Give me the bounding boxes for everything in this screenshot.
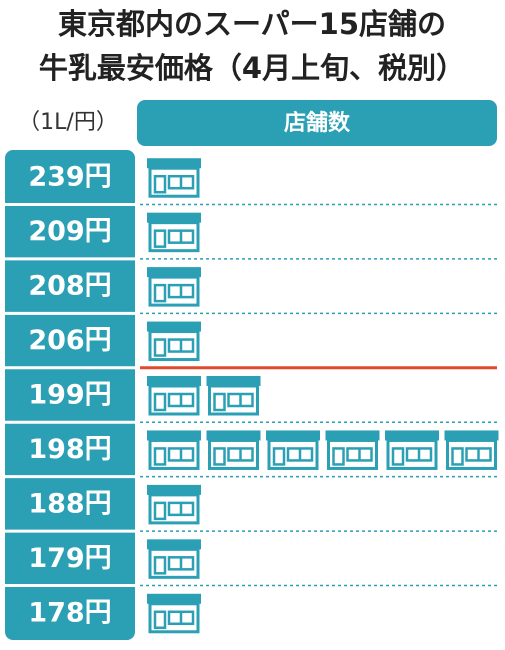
store-awning [147, 430, 201, 441]
header-bar [137, 100, 497, 146]
store-count [147, 321, 201, 362]
store-count [147, 484, 201, 525]
store-door [153, 338, 167, 357]
store-body [148, 547, 200, 579]
label-column [5, 150, 135, 640]
category-label: 199円 [28, 380, 111, 411]
store-door [272, 447, 286, 466]
store-awning [206, 430, 261, 441]
category-label: 178円 [28, 597, 111, 628]
store-awning [147, 593, 201, 604]
category-label: 239円 [28, 162, 111, 193]
category-label: 208円 [28, 271, 111, 302]
category-label: 179円 [28, 543, 111, 574]
store-awning [147, 158, 201, 169]
store-awning [266, 430, 320, 441]
category-label: 209円 [28, 216, 111, 247]
store-count [147, 376, 261, 416]
store-door [332, 447, 345, 466]
store-door [153, 501, 167, 521]
store-door [451, 447, 464, 466]
store-body [386, 438, 438, 470]
store-awning [147, 376, 201, 386]
store-awning [444, 430, 499, 441]
store-awning [147, 539, 201, 550]
store-count [147, 158, 201, 198]
store-body [148, 602, 200, 634]
store-awning [206, 376, 261, 386]
store-door [153, 392, 167, 412]
store-count [147, 593, 201, 634]
store-count [147, 212, 201, 253]
unit-label: （1L/円） [18, 110, 118, 135]
store-door [391, 447, 405, 466]
store-door [153, 610, 167, 630]
store-count [147, 430, 499, 470]
chart-title: 東京都内のスーパー15店舗の [58, 7, 446, 41]
store-door [153, 229, 167, 248]
store-body [327, 438, 378, 470]
store-door [213, 392, 226, 412]
store-awning [147, 321, 201, 332]
store-awning [325, 430, 380, 441]
store-awning [147, 267, 201, 278]
chart-title: 牛乳最安価格（4月上旬、税別） [39, 51, 465, 85]
category-label: 188円 [28, 488, 111, 519]
store-awning [147, 484, 201, 495]
store-count [147, 267, 201, 307]
category-label: 206円 [28, 325, 111, 356]
store-count [147, 539, 201, 579]
store-door [153, 447, 167, 466]
store-awning [147, 212, 201, 223]
store-awning [385, 430, 439, 441]
category-label: 198円 [28, 434, 111, 465]
header-label: 店舗数 [284, 110, 351, 136]
store-door [213, 447, 226, 466]
store-door [153, 283, 167, 303]
store-door [153, 556, 167, 575]
store-door [153, 174, 167, 194]
